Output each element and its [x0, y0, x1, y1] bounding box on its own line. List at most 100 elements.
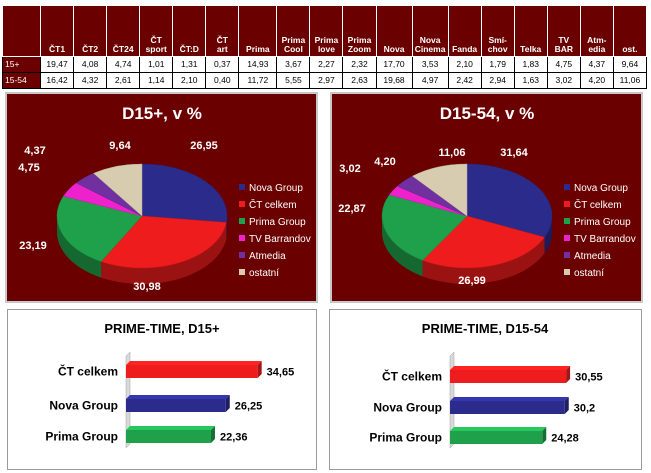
legend-entry: Atmedia [249, 251, 286, 262]
legend-swatch [564, 235, 570, 241]
pie-data-label: 26,95 [190, 140, 218, 152]
pie-data-label: 4,20 [374, 156, 395, 168]
legend-swatch [239, 218, 245, 224]
legend-entry: Prima Group [249, 217, 306, 228]
table-cell: 3,02 [546, 71, 581, 90]
table-cell: 5,55 [276, 71, 311, 90]
table-cell: 4,97 [411, 71, 449, 90]
pie-slice-side [422, 237, 545, 284]
table-cell: 17,70 [375, 55, 413, 73]
bar-chart-prime-d15plus: PRIME-TIME, D15+ ČT celkem 34,65 Nova Group… [7, 309, 317, 470]
bar-nova-group [450, 401, 565, 414]
bar-category-label: Prima Group [45, 430, 118, 444]
bar-side [542, 427, 547, 444]
pie-data-label: 22,87 [338, 203, 366, 215]
table-header-cell: Smí-chov [480, 5, 515, 57]
table-cell: 19,47 [40, 55, 75, 73]
table-header-cell: ČT24 [106, 5, 141, 57]
pie-data-label: 4,37 [24, 145, 45, 157]
table-cell: 2,61 [106, 71, 141, 90]
table-cell: 4,74 [106, 55, 141, 73]
table-header-text: ČT:D [179, 43, 199, 54]
table-cell: 2,42 [447, 71, 482, 90]
bar-side [564, 397, 569, 414]
table-header-cell: ost. [612, 5, 648, 57]
pie-slice-side [382, 216, 423, 277]
table-cell: 2,10 [447, 55, 482, 73]
bar--t-celkem [126, 365, 258, 378]
table-header-text: love [317, 43, 335, 54]
legend-swatch [239, 269, 245, 275]
table-cell: 4,08 [73, 55, 108, 73]
pie-slice-side [544, 216, 552, 254]
pie-data-label: 11,06 [439, 147, 466, 159]
table-cell: 1,01 [139, 55, 174, 73]
pie-title: D15-54, v % [440, 104, 535, 123]
table-header-cell: Nova [375, 5, 413, 57]
table-header-text: Zoom [347, 43, 372, 54]
bar-top [450, 427, 547, 431]
bar-category-label: Nova Group [49, 399, 118, 413]
pie-data-label: 26,99 [458, 275, 486, 287]
channel-share-table: ČT1 ČT2 ČT24 ČT sport ČT:D ČT art Prima Prima Cool… [1, 5, 648, 90]
bar-value-label: 26,25 [235, 401, 263, 413]
table-header-text: Smí- [488, 34, 507, 45]
table-header-cell: Prima love [309, 5, 344, 57]
table-cell: 1,79 [480, 55, 515, 73]
table-header-cell: ČT2 [73, 5, 108, 57]
bar-category-label: Nova Group [373, 401, 442, 415]
table-header-cell: ČT:D [172, 5, 207, 57]
legend-swatch [564, 201, 570, 207]
pie-slice--t-celkem [100, 215, 227, 269]
table-header-cell: Fanda [447, 5, 482, 57]
pie-data-label: 23,19 [19, 240, 47, 252]
table-cell: 16,42 [40, 71, 75, 90]
pie-slice-side [101, 222, 227, 284]
table-header-text: ČT1 [49, 43, 66, 54]
table-header-cell: Prima Cool [276, 5, 311, 57]
table-header-text: Nova [419, 34, 441, 45]
bar-top [126, 395, 230, 399]
table-header-cell: TV BAR [546, 5, 581, 57]
legend-entry: TV Barrandov [574, 234, 636, 245]
table-header-text: Prima [347, 34, 372, 45]
table-header-text: Prima [281, 34, 306, 45]
table-header-text: Cinema [414, 43, 446, 54]
pie-slice-nova-group [466, 163, 553, 238]
bar-value-label: 22,36 [220, 432, 248, 444]
table-header-text: ost. [622, 43, 638, 54]
table-header-cell: Telka [513, 5, 548, 57]
table-cell: 4,20 [579, 71, 614, 90]
row-label: 15-54 [1, 71, 42, 90]
pie-slice-nova-group [141, 163, 228, 223]
bar-side [566, 366, 571, 383]
table-header-cell: Nova Cinema [411, 5, 449, 57]
pie-chart-d15-54-svg: D15-54, v % 31,64 26,99 22,87 3,02 4,20 11,06 N… [338, 104, 636, 287]
table-cell: 14,93 [238, 55, 278, 73]
bar-value-label: 34,65 [267, 367, 295, 379]
table-header-text: TV [558, 34, 570, 45]
table-cell: 19,68 [375, 71, 413, 90]
table-cell: 3,67 [276, 55, 311, 73]
pie-slice--t-celkem [422, 215, 545, 269]
table-header-text: Telka [520, 43, 542, 54]
table-cell: 1,14 [139, 71, 174, 90]
table-cell: 9,64 [612, 55, 648, 73]
bar-chart-prime-d15-54-svg: PRIME-TIME, D15-54 ČT celkem 30,55 Nova Gro… [369, 321, 603, 449]
table-header-cell: ČT sport [139, 5, 174, 57]
table-cell: 4,32 [73, 71, 108, 90]
legend-swatch [564, 252, 570, 258]
legend-entry: Prima Group [574, 217, 631, 228]
bar-chart-title: PRIME-TIME, D15+ [104, 321, 220, 336]
row-label: 15+ [1, 55, 42, 73]
bar-side [210, 426, 215, 443]
table-row: 15+ 19,47 4,08 4,74 1,01 1,31 0,37 14,93 3,67 2,2… [1, 55, 648, 73]
bar-chart-prime-d15-54: PRIME-TIME, D15-54 ČT celkem 30,55 Nova Gro… [329, 309, 642, 470]
bar-value-label: 30,2 [574, 403, 595, 415]
table-cell: 0,40 [205, 71, 240, 90]
table-cell: 1,63 [513, 71, 548, 90]
bar-top [450, 366, 571, 370]
table-header-text: ČT2 [82, 43, 99, 54]
table-cell: 1,31 [172, 55, 207, 73]
legend-entry: Atmedia [574, 251, 611, 262]
